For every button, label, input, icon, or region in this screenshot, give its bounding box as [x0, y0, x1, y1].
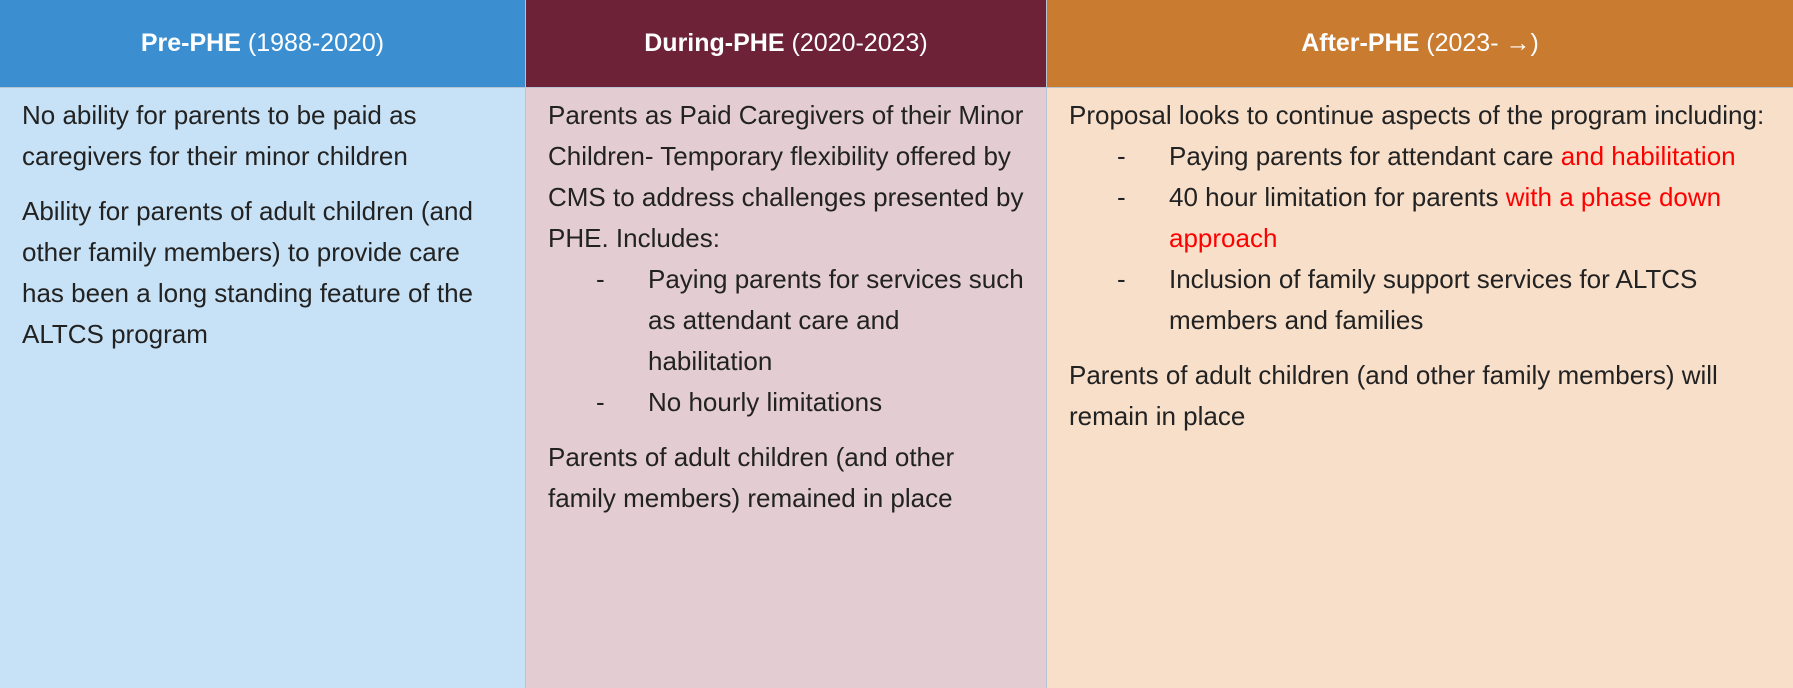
item-text: Paying parents for attendant care and ha… — [1169, 136, 1736, 177]
bullet: - — [1117, 182, 1126, 212]
bullet: - — [1117, 264, 1126, 294]
item-text: No hourly limitations — [648, 382, 882, 423]
header-years: (2020-2023) — [791, 29, 928, 57]
header-years: (2023- →) — [1426, 29, 1539, 57]
column-header: During-PHE (2020-2023) — [526, 0, 1046, 88]
bullet-list: - Paying parents for services such as att… — [548, 259, 1028, 423]
list-item: - Inclusion of family support services fo… — [1117, 259, 1775, 341]
paragraph: Parents of adult children (and other fam… — [548, 442, 955, 513]
column: Pre-PHE (1988-2020) No ability for parents… — [0, 0, 526, 688]
text-segment: No hourly limitations — [648, 387, 883, 417]
header-bold: Pre-PHE — [140, 29, 241, 57]
paragraph: Ability for parents of adult children (a… — [22, 196, 474, 349]
item-text: Inclusion of family support services for… — [1169, 259, 1775, 341]
item-text: Paying parents for services such as atte… — [648, 259, 1028, 382]
column-header: Pre-PHE (1988-2020) — [0, 0, 525, 88]
text-segment: with a phase down approach — [1169, 182, 1722, 253]
text-segment: Paying parents for attendant care — [1169, 141, 1554, 171]
header-bold: During-PHE — [644, 29, 785, 57]
header-years: (1988-2020) — [247, 29, 385, 57]
list-item: - No hourly limitations — [596, 382, 1028, 423]
text-segment: Inclusion of family support services for… — [1169, 264, 1698, 335]
bullet: - — [596, 387, 605, 417]
header-bold: After-PHE — [1301, 29, 1420, 57]
column-body: Proposal looks to continue aspects of th… — [1047, 88, 1793, 688]
item-text: 40 hour limitation for parents with a ph… — [1169, 177, 1775, 259]
paragraph: Parents as Paid Caregivers of their Mino… — [548, 100, 1024, 253]
text-segment: and habilitation — [1560, 141, 1736, 171]
paragraph: Proposal looks to continue aspects of th… — [1069, 100, 1765, 130]
column-body: Parents as Paid Caregivers of their Mino… — [526, 88, 1046, 688]
list-item: - 40 hour limitation for parents with a p… — [1117, 177, 1775, 259]
list-item: - Paying parents for services such as att… — [596, 259, 1028, 382]
text-segment: 40 hour limitation for parents — [1169, 182, 1499, 212]
column-header: After-PHE (2023- →) — [1047, 0, 1793, 88]
column: During-PHE (2020-2023) Parents as Paid Car… — [526, 0, 1047, 688]
bullet-list: - Paying parents for attendant care and h… — [1069, 136, 1775, 341]
list-item: - Paying parents for attendant care and h… — [1117, 136, 1775, 177]
bullet: - — [596, 264, 605, 294]
paragraph: Parents of adult children (and other fam… — [1069, 360, 1718, 431]
column-body: No ability for parents to be paid as car… — [0, 88, 525, 688]
text-segment: Paying parents for services such as atte… — [648, 264, 1024, 376]
column: After-PHE (2023- →) Proposal looks to cont… — [1047, 0, 1793, 688]
paragraph: No ability for parents to be paid as car… — [22, 100, 417, 171]
bullet: - — [1117, 141, 1126, 171]
